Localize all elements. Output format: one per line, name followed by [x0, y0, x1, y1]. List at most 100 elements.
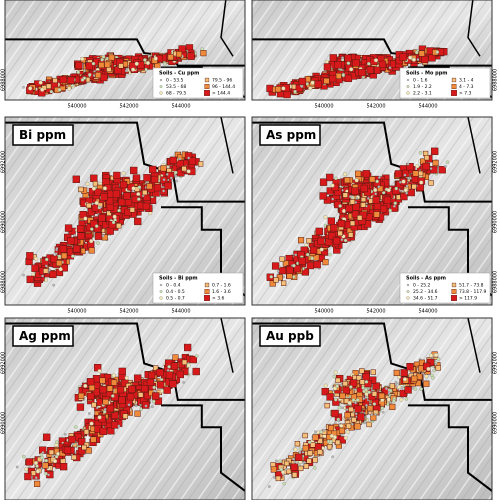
sample-point [364, 387, 368, 392]
sample-point [132, 174, 141, 182]
legend-swatch [451, 84, 457, 89]
legend-label: 2.2 - 3.1 [413, 91, 432, 97]
sample-point [360, 202, 367, 208]
sample-point [323, 196, 332, 204]
legend-label: 51.7 - 73.8 [459, 283, 484, 289]
sample-point [124, 375, 129, 380]
sample-point [329, 74, 337, 83]
sample-point [134, 374, 142, 382]
sample-point [418, 151, 423, 155]
sample-point [364, 380, 369, 384]
sample-point [197, 161, 204, 167]
sample-point [85, 447, 92, 454]
sample-point [90, 227, 94, 231]
sample-point [112, 214, 117, 219]
sample-point [326, 444, 333, 450]
legend-swatch [406, 85, 410, 88]
sample-point [363, 421, 367, 425]
panel-title-box [12, 325, 74, 347]
sample-point [75, 61, 83, 70]
sample-point [346, 61, 351, 65]
sample-point [434, 362, 437, 366]
sample-point [373, 202, 382, 210]
sample-point [59, 245, 68, 253]
sample-point [319, 247, 324, 252]
y-coordinate-label: 6988000 [1, 69, 7, 91]
sample-point [411, 175, 419, 184]
sample-point [383, 196, 392, 204]
sample-point [99, 205, 103, 209]
sample-point [267, 485, 271, 488]
sample-point [334, 397, 338, 402]
sample-point [434, 353, 439, 358]
legend-label: > 7.3 [459, 91, 471, 97]
sample-point [278, 266, 287, 275]
sample-point [348, 232, 354, 238]
sample-point [56, 451, 61, 456]
sample-point [364, 396, 368, 399]
legend-label: > 117.9 [459, 296, 477, 302]
sample-point [174, 174, 178, 178]
sample-point [344, 54, 352, 62]
sample-point [79, 211, 87, 219]
sample-point [104, 61, 111, 68]
sample-point [393, 204, 396, 208]
sample-point [283, 460, 290, 467]
sample-point [329, 54, 337, 62]
sample-point [378, 392, 385, 399]
sample-point [142, 189, 148, 196]
sample-point [156, 368, 164, 377]
sample-point [25, 458, 34, 466]
legend-label: 0 - 53.5 [166, 78, 184, 84]
sample-point [435, 365, 441, 371]
y-coordinate-label: 6992000 [1, 352, 7, 374]
sample-point [137, 197, 141, 201]
sample-point [72, 175, 80, 183]
sample-point [405, 191, 409, 195]
sample-point [354, 423, 361, 430]
x-coordinate-label: 544000 [171, 104, 190, 110]
legend-swatch [159, 78, 163, 82]
sample-point [88, 72, 92, 77]
panel-title-box [12, 124, 74, 146]
sample-point [370, 369, 376, 375]
sample-point [98, 61, 105, 69]
sample-point [83, 383, 88, 388]
sample-point [304, 243, 309, 248]
sample-point [310, 442, 316, 448]
sample-point [283, 90, 291, 99]
sample-point [176, 370, 184, 379]
sample-point [419, 180, 424, 185]
sample-point [160, 165, 167, 172]
sample-point [393, 201, 398, 206]
sample-point [270, 466, 277, 473]
legend-label: 1.6 - 3.6 [212, 289, 231, 295]
sample-point [48, 449, 55, 455]
sample-point [394, 170, 403, 178]
sample-point [345, 408, 349, 412]
sample-point [116, 223, 122, 229]
sample-point [151, 399, 156, 404]
sample-point [94, 200, 99, 206]
sample-point [162, 189, 165, 193]
sample-point [189, 355, 197, 364]
sample-point [192, 367, 200, 376]
sample-point [331, 197, 335, 201]
sample-point [429, 167, 433, 170]
sample-point [169, 176, 173, 180]
panel-frame [4, 0, 246, 101]
sample-point [315, 227, 323, 236]
sample-point [349, 379, 358, 387]
sample-point [167, 54, 174, 61]
sample-point [137, 185, 142, 190]
sample-point [426, 366, 431, 371]
sample-point [118, 63, 124, 69]
legend-title: Soils - Cu ppm [159, 71, 199, 77]
sample-point [87, 412, 91, 415]
sample-point [59, 463, 68, 471]
sample-point [367, 62, 371, 66]
legend-label: 68 - 79.5 [166, 91, 186, 97]
sample-point [322, 259, 329, 266]
